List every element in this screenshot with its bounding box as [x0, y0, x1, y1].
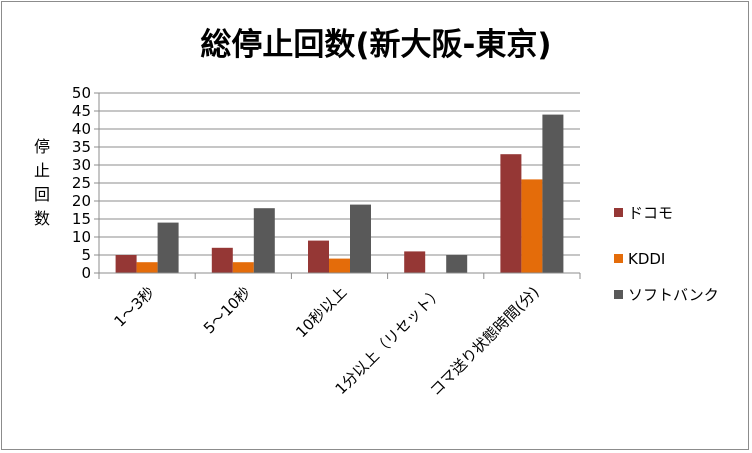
- bar-1-0: [136, 262, 158, 273]
- x-tick-label-1: 5～10秒: [200, 283, 254, 337]
- legend: ドコモ KDDI ソフトバンク: [614, 204, 719, 304]
- legend-swatch-1: [614, 254, 623, 263]
- y-axis-title: 停止回数: [34, 137, 50, 228]
- bars: [115, 114, 564, 273]
- bar-2-4: [542, 114, 564, 273]
- y-tick-label: 40: [72, 120, 91, 138]
- y-tick-label: 35: [72, 138, 91, 156]
- bar-1-4: [521, 179, 543, 273]
- y-tick-label: 20: [72, 192, 91, 210]
- legend-label-0: ドコモ: [628, 204, 673, 222]
- axes: [98, 93, 581, 279]
- bar-1-2: [329, 258, 350, 273]
- bar-1-1: [232, 262, 254, 273]
- y-tick-label: 50: [72, 84, 91, 102]
- legend-label-2: ソフトバンク: [628, 286, 719, 304]
- x-tick-label-0: 1～3秒: [110, 283, 157, 330]
- y-tick-label: 15: [72, 210, 91, 228]
- y-tick-label: 25: [72, 174, 91, 192]
- bar-2-2: [350, 204, 371, 273]
- x-tick-label-3: 1分以上（リセット）: [332, 283, 447, 398]
- x-tick-label-4: コマ送り状態時間(分): [426, 283, 542, 399]
- bar-0-0: [115, 255, 137, 273]
- legend-swatch-0: [614, 208, 623, 217]
- bar-2-0: [157, 222, 179, 273]
- x-tick-label-2: 10秒以上: [292, 283, 350, 341]
- bar-0-4: [500, 154, 522, 273]
- gridlines: [99, 92, 580, 256]
- y-tick-label: 45: [72, 102, 91, 120]
- y-tick-label: 0: [81, 264, 91, 282]
- y-axis-label: 停止回数: [34, 137, 50, 228]
- y-tick-label: 5: [81, 246, 91, 264]
- bar-0-1: [211, 247, 233, 273]
- legend-label-1: KDDI: [628, 250, 665, 268]
- y-tick-label: 30: [72, 156, 91, 174]
- chart-title: 総停止回数(新大阪-東京): [200, 27, 551, 63]
- bar-2-1: [253, 208, 275, 273]
- bar-0-2: [308, 240, 329, 273]
- bar-0-3: [404, 251, 426, 273]
- y-tick-label: 10: [72, 228, 91, 246]
- legend-swatch-2: [614, 290, 623, 299]
- bar-2-3: [446, 255, 468, 273]
